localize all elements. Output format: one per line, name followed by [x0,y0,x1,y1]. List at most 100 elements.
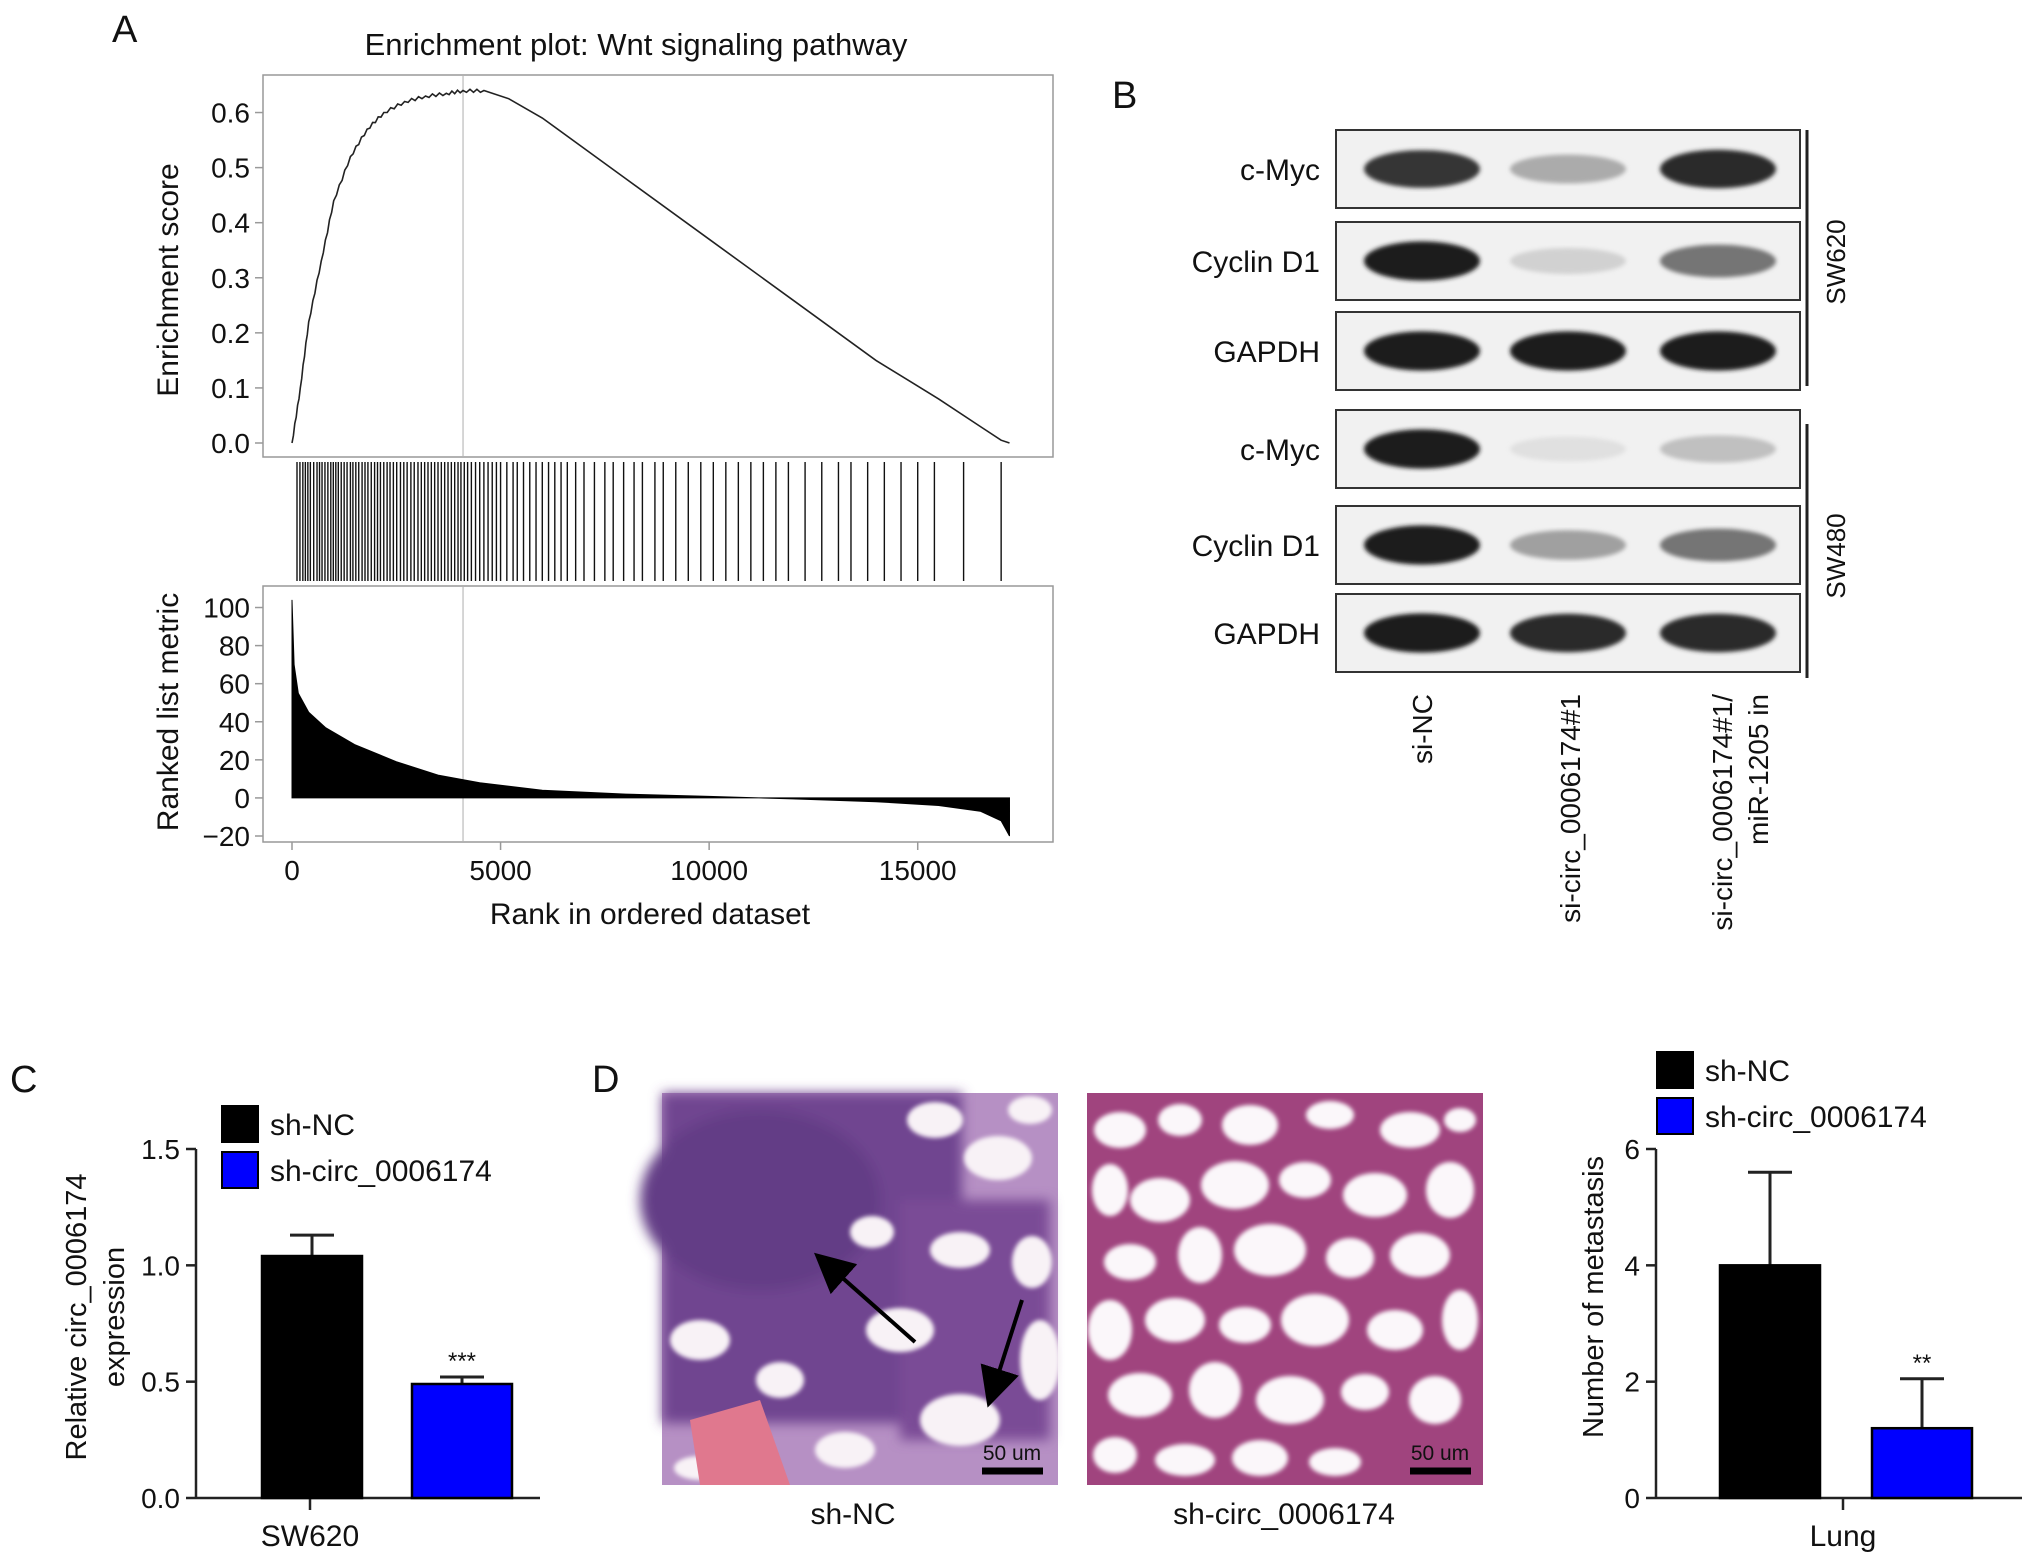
metric-plot: −20 0 20 40 60 80 100 0 5000 10000 15000 [203,587,1010,886]
blot-band [1510,436,1626,462]
blot-band [1510,331,1626,371]
blot-row-gapdh-sw480: GAPDH [1213,593,1801,673]
alveolus [1088,1300,1132,1360]
bar-chart-d: 0 2 4 6 Lung ** sh-NC sh-circ_0006174 [1624,1051,2022,1553]
alveolus [1256,1376,1324,1424]
gsea-xtick-label: 10000 [670,855,748,886]
gsea-xtick-label: 15000 [879,855,957,886]
metric-ytick-label: 40 [219,707,250,738]
blot-band [1510,613,1626,653]
panel-c-letter: C [10,1059,37,1101]
blot-band [1510,530,1626,560]
histology-caption-sh-nc: sh-NC [810,1498,895,1531]
alveolus [1234,1224,1306,1276]
alveolus [1367,1310,1423,1350]
es-ytick-label: 0.1 [211,373,250,404]
significance-label: *** [448,1348,476,1375]
alveolus [1409,1376,1461,1424]
metric-ylabel: Ranked list metric [152,593,185,831]
alveolus [1189,1362,1241,1418]
bar-chart-c: 0.0 0.5 1.0 1.5 SW620 *** sh-NC sh-circ_0006174 [141,1105,540,1553]
alveolus [1094,1112,1146,1148]
blot-band [1660,613,1776,653]
chart-c-ylabel-line2: expression [99,1247,131,1387]
alveolus [1326,1238,1374,1278]
panel-d: D [592,1051,2022,1553]
legend-swatch [1656,1051,1694,1089]
red-blood-region [690,1400,790,1485]
alveolus [1145,1298,1205,1342]
panel-c: C 0.0 0.5 1.0 1.5 SW620 *** sh-NC sh-circ_00061… [10,1059,540,1553]
lane-label-si-nc: si-NC [1407,694,1438,764]
alveolus [1279,1162,1331,1198]
histology-image-sh-nc: 50 um [640,1093,1060,1485]
arrow-1 [814,1252,917,1344]
es-ytick-label: 0.5 [211,153,250,184]
blot-row-c-myc-sw620: c-Myc [1240,129,1801,209]
arrow-2 [980,1299,1024,1408]
metric-area [291,599,1010,837]
alveolus [1178,1227,1222,1283]
gsea-title: Enrichment plot: Wnt signaling pathway [365,27,908,62]
blot-band [1364,613,1480,653]
alveolus [1281,1294,1349,1346]
metric-ytick-label: 100 [203,593,250,624]
alveolus [1343,1173,1407,1217]
scale-bar-label-2: 50 um [1411,1442,1469,1465]
alveolus [1390,1233,1450,1277]
alveolus [1130,1178,1190,1222]
gsea-xtick-label: 0 [284,855,300,886]
alveolus [1380,1112,1440,1148]
alveolus [1219,1307,1271,1343]
blot-band [1364,241,1480,281]
legend-label: sh-NC [270,1109,355,1142]
legend-label: sh-NC [1705,1055,1790,1088]
cell-line-label-sw480: SW480 [1821,513,1851,598]
es-ytick-label: 0.4 [211,208,250,239]
blot-row-label: c-Myc [1240,154,1320,187]
alveolus [1092,1164,1128,1216]
bar-sh-nc [260,1254,364,1500]
lane-label-si-circ: si-circ_0006174#1 [1555,694,1586,923]
blot-row-cyclin-d1-sw480: Cyclin D1 [1192,505,1801,585]
es-plot: 0.0 0.1 0.2 0.3 0.4 0.5 0.6 [211,76,1010,459]
chart-d-ylabel: Number of metastasis [1578,1156,1610,1438]
blot-row-label: Cyclin D1 [1192,246,1320,279]
legend-label: sh-circ_0006174 [1705,1101,1927,1134]
alveolus [1158,1104,1202,1136]
y-tick-label: 2 [1624,1367,1640,1398]
x-tick-label: SW620 [261,1520,359,1553]
blot-band [1364,331,1480,371]
legend-label: sh-circ_0006174 [270,1155,492,1188]
es-ytick-label: 0.0 [211,428,250,459]
metric-ytick-label: 60 [219,669,250,700]
blot-band [1660,331,1776,371]
metric-ytick-label: 0 [234,783,250,814]
alveolus [1104,1244,1156,1280]
alveolus [1306,1101,1354,1129]
panel-b-letter: B [1112,75,1137,117]
panel-d-letter: D [592,1059,619,1101]
blot-band [1660,244,1776,278]
y-tick-label: 0.5 [141,1367,180,1398]
alveolus [1341,1374,1389,1410]
histology-image-sh-circ: 50 um [1087,1093,1483,1485]
lane-label-si-circ-mir: si-circ_0006174#1/ [1707,694,1738,931]
western-blot: c-Myc Cyclin D1 GAPDH c-Myc Cyclin D1 GAPDH [1192,129,1801,673]
alveolus [1108,1373,1172,1417]
scale-bar-label-1: 50 um [983,1442,1041,1465]
blot-row-label: Cyclin D1 [1192,530,1320,563]
y-tick-label: 1.5 [141,1134,180,1165]
alveolus [1426,1162,1474,1218]
blot-band [1510,248,1626,274]
y-tick-label: 6 [1624,1134,1640,1165]
blot-row-label: GAPDH [1213,336,1320,369]
alveolus [1155,1444,1215,1476]
alveolus [1444,1108,1476,1132]
es-ytick-label: 0.2 [211,318,250,349]
histology-caption-sh-circ: sh-circ_0006174 [1173,1498,1395,1531]
alveolus [1442,1290,1478,1350]
legend-swatch [1656,1097,1694,1135]
es-ytick-label: 0.3 [211,263,250,294]
